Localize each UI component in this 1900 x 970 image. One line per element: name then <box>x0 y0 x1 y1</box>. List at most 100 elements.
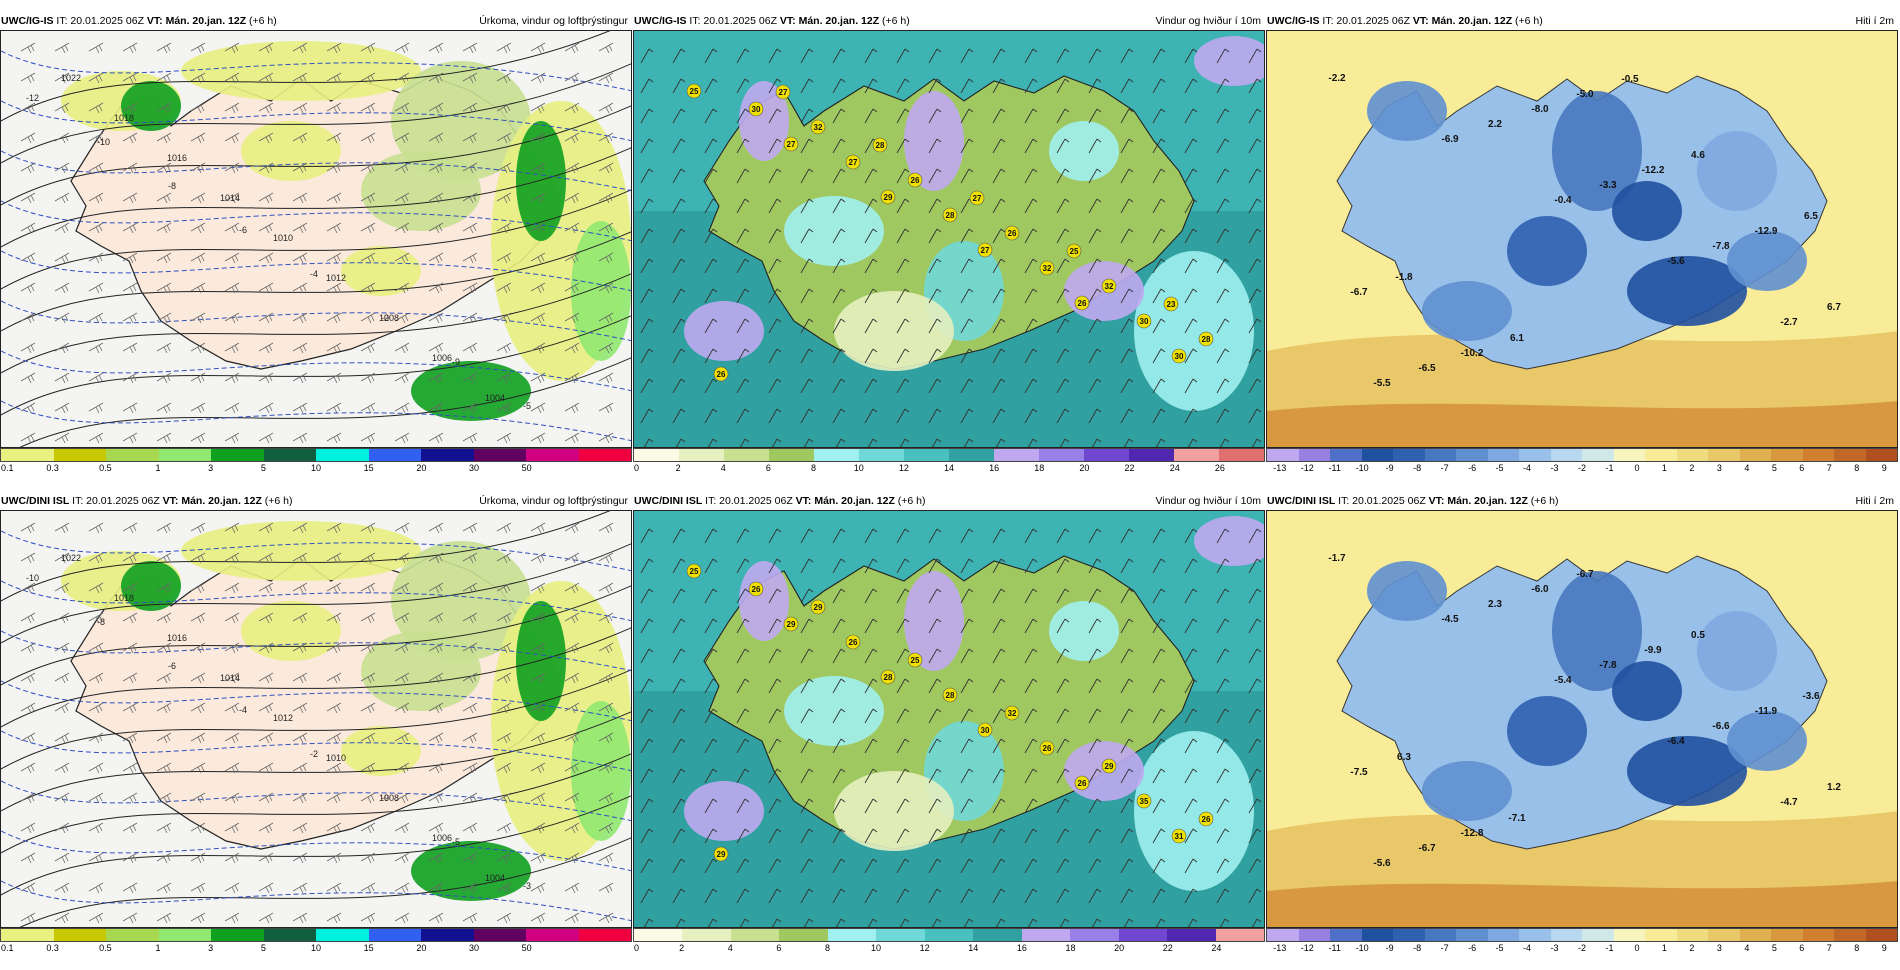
wind-barb <box>462 852 478 864</box>
wind-speed-area <box>834 771 954 851</box>
wind-barb <box>598 102 614 114</box>
colorbar-tick-label: -8 <box>1413 463 1422 473</box>
isotherm-label: -6 <box>239 225 247 235</box>
wind-colorbar <box>633 928 1265 942</box>
wind-arrow <box>1024 648 1038 664</box>
wind-barb <box>258 612 274 624</box>
wind-arrow <box>1088 78 1102 94</box>
wind-arrow <box>704 228 718 244</box>
wind-barb <box>190 252 206 264</box>
wind-barb <box>394 522 410 534</box>
wind-barb <box>292 252 308 264</box>
wind-arrow <box>1056 828 1070 844</box>
wind-arrow <box>1056 198 1070 214</box>
valid-time: Mán. 20.jan. 12Z <box>798 15 880 27</box>
colorbar-swatch <box>211 929 264 941</box>
wind-barb <box>428 882 444 894</box>
wind-barb <box>54 732 70 744</box>
isobar-line <box>1 753 631 854</box>
wind-barb <box>496 372 512 384</box>
wind-barb <box>394 702 410 714</box>
wind-arrow <box>832 348 846 364</box>
wind-barb <box>530 552 546 564</box>
wind-arrow <box>1056 378 1070 394</box>
temp-colorbar-ticks: -13 -12 -11 -10 -9 -8 -7 -6 -5 -4 -3 -2 -1 0 1 2 3 4 5 6 7 8 9 <box>1266 942 1898 956</box>
wind-barb <box>394 222 410 234</box>
wind-arrow <box>992 258 1006 274</box>
wind-barb <box>496 252 512 264</box>
wind-arrow <box>672 618 686 634</box>
wind-arrow <box>672 348 686 364</box>
wind-barb <box>428 402 444 414</box>
colorbar-tick-label: 3 <box>1716 943 1722 953</box>
wind-barb <box>530 762 546 774</box>
colorbar-tick-label: 8 <box>1854 463 1860 473</box>
wind-barb <box>122 102 138 114</box>
colorbar-tick-label: 1 <box>155 463 161 473</box>
wind-arrow <box>960 168 974 184</box>
wind-barb <box>394 72 410 84</box>
wind-barb <box>360 42 376 54</box>
wind-arrow <box>800 618 814 634</box>
gust-label: 27 <box>973 194 982 203</box>
valid-label: VT: <box>779 15 796 27</box>
wind-arrow <box>832 708 846 724</box>
wind-arrow <box>992 828 1006 844</box>
wind-arrow <box>835 438 846 447</box>
wind-arrow <box>896 168 910 184</box>
wind-barb <box>292 882 308 894</box>
wind-arrow <box>704 168 718 184</box>
wind-arrow <box>768 798 782 814</box>
wind-barb <box>394 42 410 54</box>
wind-arrow <box>992 678 1006 694</box>
isotherm-line <box>1 680 631 722</box>
colorbar-swatch <box>859 449 904 461</box>
wind-barb <box>530 612 546 624</box>
wind-arrow <box>1027 438 1038 447</box>
wind-barb <box>156 72 172 84</box>
colorbar-tick-label: 18 <box>1034 463 1045 473</box>
wind-arrow <box>672 408 686 424</box>
wind-arrow <box>675 438 686 447</box>
wind-barb <box>462 672 478 684</box>
wind-barb <box>190 732 206 744</box>
wind-arrow <box>736 408 750 424</box>
colorbar-swatch <box>679 449 724 461</box>
panel-header: UWC/IG-IS IT: 20.01.2025 06Z VT: Mán. 20… <box>0 12 632 30</box>
colorbar-swatch <box>973 929 1022 941</box>
colorbar-swatch <box>1393 929 1425 941</box>
wind-barb <box>292 522 308 534</box>
colorbar-swatch <box>1519 449 1551 461</box>
wind-arrow <box>864 798 878 814</box>
wind-arrow <box>928 288 942 304</box>
wind-arrow <box>1056 138 1070 154</box>
temp-value-label: -6.7 <box>1576 569 1594 580</box>
gust-marker <box>748 581 764 597</box>
wind-arrow <box>1248 228 1262 244</box>
isobar-label: 1016 <box>167 633 187 643</box>
wind-barb <box>462 192 478 204</box>
wind-arrow <box>928 648 942 664</box>
wind-arrow <box>1120 138 1134 154</box>
wind-arrow <box>640 318 654 334</box>
precip-area <box>361 631 481 711</box>
colorbar-swatch <box>1456 929 1488 941</box>
valid-label: VT: <box>162 495 179 507</box>
precip-area <box>516 601 566 721</box>
wind-barb <box>564 342 580 354</box>
wind-speed-area <box>784 196 884 266</box>
wind-arrow <box>1187 438 1198 447</box>
wind-barb <box>88 222 104 234</box>
wind-barb <box>428 582 444 594</box>
wind-barb <box>224 522 240 534</box>
colorbar-tick-label: 1 <box>1661 463 1667 473</box>
wind-arrow <box>896 48 910 64</box>
wind-arrow <box>1216 168 1230 184</box>
colorbar-tick-label: 50 <box>521 463 532 473</box>
gust-marker <box>1198 331 1214 347</box>
gust-marker <box>942 687 958 703</box>
wind-barb <box>326 522 342 534</box>
temp-value-label: -9.9 <box>1644 645 1662 656</box>
wind-arrow <box>800 768 814 784</box>
wind-barb <box>88 312 104 324</box>
